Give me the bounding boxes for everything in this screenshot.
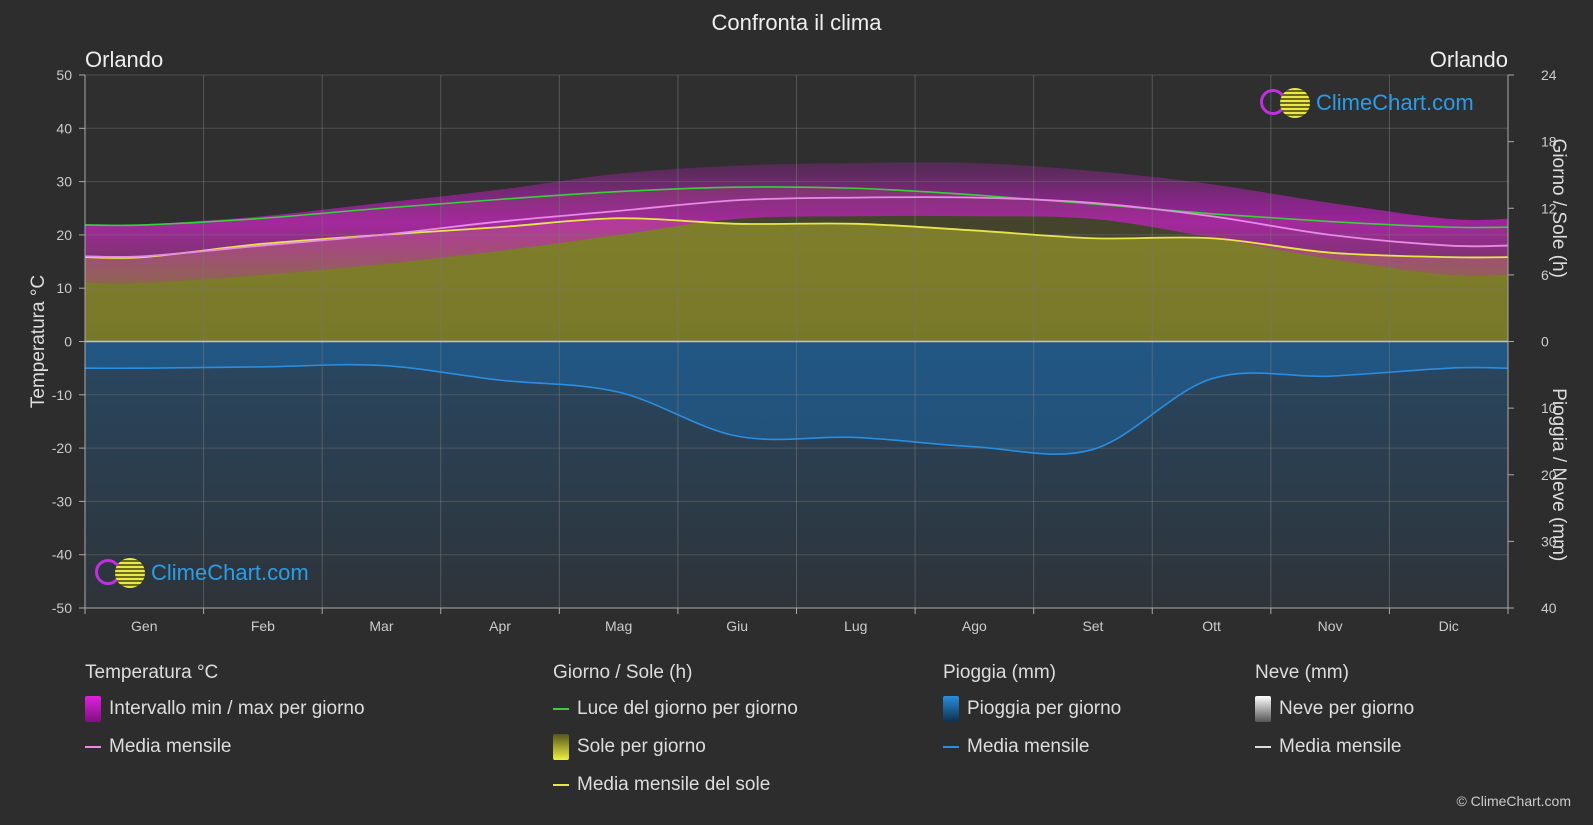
chart-title: Confronta il clima — [711, 10, 882, 35]
logo-icon — [95, 558, 145, 588]
y-tick-label-right-mm: 10 — [1541, 400, 1557, 416]
legend-item: Media mensile — [1255, 728, 1414, 766]
watermark-top: ClimeChart.com — [1260, 88, 1474, 118]
x-tick-label: Apr — [489, 618, 511, 634]
y-tick-label-right-mm: 20 — [1541, 467, 1557, 483]
rain-mean-swatch — [943, 746, 959, 748]
legend-item: Media mensile del sole — [553, 766, 798, 804]
rain-swatch — [943, 696, 959, 722]
y-tick-label-left: 0 — [64, 334, 72, 350]
y-tick-label-left: 20 — [56, 227, 72, 243]
y-axis-title-left: Temperatura °C — [28, 275, 49, 408]
y-tick-label-left: 30 — [56, 174, 72, 190]
sun-mean-line — [84, 217, 1509, 259]
x-tick-label: Set — [1082, 618, 1103, 634]
daylight-swatch — [553, 708, 569, 710]
y-tick-label-left: -30 — [52, 493, 72, 509]
y-tick-label-left: 40 — [56, 120, 72, 136]
y-tick-label-right-hours: 12 — [1541, 200, 1557, 216]
y-tick-label-right-hours: 24 — [1541, 67, 1557, 83]
x-tick-label: Ago — [962, 618, 987, 634]
x-tick-label: Lug — [844, 618, 867, 634]
legend-title: Temperatura °C — [85, 662, 219, 683]
legend-rain: Pioggia (mm) Pioggia per giorno Media me… — [943, 662, 1121, 766]
city-label-right: Orlando — [1429, 47, 1508, 72]
x-tick-label: Dic — [1439, 618, 1459, 634]
y-tick-label-left: -40 — [52, 547, 72, 563]
legend-item: Luce del giorno per giorno — [553, 690, 798, 728]
copyright: © ClimeChart.com — [1456, 793, 1571, 809]
temp-range-swatch — [85, 696, 101, 722]
y-tick-label-right-hours: 0 — [1541, 334, 1549, 350]
watermark-text: ClimeChart.com — [1316, 90, 1474, 115]
temp-mean-line — [84, 196, 1509, 258]
legend-title: Giorno / Sole (h) — [553, 662, 693, 683]
snow-mean-swatch — [1255, 746, 1271, 748]
y-tick-label-right-mm: 40 — [1541, 600, 1557, 616]
y-tick-label-left: 10 — [56, 280, 72, 296]
y-axis-title-right-top: Giorno / Sole (h) — [1548, 139, 1569, 278]
sun-mean-swatch — [553, 784, 569, 786]
legend-item: Media mensile — [943, 728, 1121, 766]
y-tick-label-left: -10 — [52, 387, 72, 403]
y-tick-label-left: -20 — [52, 440, 72, 456]
x-tick-label: Mag — [605, 618, 632, 634]
x-tick-label: Giu — [726, 618, 748, 634]
legend-title: Pioggia (mm) — [943, 662, 1056, 683]
legend-item: Sole per giorno — [553, 728, 798, 766]
x-tick-label: Nov — [1318, 618, 1343, 634]
legend-temperature: Temperatura °C Intervallo min / max per … — [85, 662, 365, 766]
y-tick-label-left: 50 — [56, 67, 72, 83]
logo-icon — [1260, 88, 1310, 118]
legend-item: Media mensile — [85, 728, 365, 766]
y-axis-title-right-bottom: Pioggia / Neve (mm) — [1548, 388, 1569, 561]
x-tick-label: Gen — [131, 618, 157, 634]
y-tick-label-left: -50 — [52, 600, 72, 616]
legend-item: Pioggia per giorno — [943, 690, 1121, 728]
watermark-bottom: ClimeChart.com — [95, 558, 309, 588]
daylight-line — [84, 186, 1509, 229]
watermark-text: ClimeChart.com — [151, 560, 309, 585]
x-tick-label: Mar — [369, 618, 393, 634]
legend-item: Intervallo min / max per giorno — [85, 690, 365, 728]
x-tick-label: Ott — [1202, 618, 1221, 634]
snow-swatch — [1255, 696, 1271, 722]
legend-item: Neve per giorno — [1255, 690, 1414, 728]
legend-snow: Neve (mm) Neve per giorno Media mensile — [1255, 662, 1414, 766]
legend-sun: Giorno / Sole (h) Luce del giorno per gi… — [553, 662, 798, 804]
rain-mean-line — [84, 363, 1509, 456]
x-tick-label: Feb — [251, 618, 275, 634]
city-label-left: Orlando — [85, 47, 164, 72]
y-tick-label-right-mm: 30 — [1541, 533, 1557, 549]
legend-title: Neve (mm) — [1255, 662, 1349, 683]
y-tick-label-right-hours: 6 — [1541, 267, 1549, 283]
sun-swatch — [553, 734, 569, 760]
y-tick-label-right-hours: 18 — [1541, 134, 1557, 150]
temp-mean-swatch — [85, 746, 101, 748]
